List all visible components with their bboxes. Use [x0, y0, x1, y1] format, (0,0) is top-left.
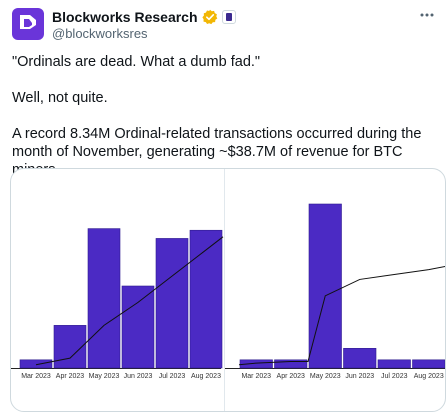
- verified-badge-icon: [201, 9, 217, 25]
- left-tick-label-1: Apr 2023: [56, 373, 85, 380]
- tweet-line: Well, not quite.: [12, 90, 108, 106]
- left-tick-label-5: Aug 2023: [191, 373, 221, 380]
- right-bar-4: [377, 359, 411, 369]
- right-tick-label-3: Jun 2023: [345, 373, 374, 380]
- avatar[interactable]: [12, 8, 44, 40]
- right-bar-2: [308, 203, 342, 369]
- right-tick-label-2: May 2023: [310, 373, 341, 380]
- right-bar-1: [274, 359, 308, 369]
- left-bar-3: [121, 285, 155, 369]
- chart-right[interactable]: Mar 2023 Apr 2023 May 2023 Jun 2023 Jul 2023…: [225, 169, 445, 411]
- chart-left-svg: Mar 2023 Apr 2023 May 2023 Jun 2023 Jul 2023…: [11, 228, 224, 380]
- right-bar-0: [239, 359, 273, 369]
- right-tick-label-0: Mar 2023: [241, 373, 271, 380]
- right-tick-label-1: Apr 2023: [277, 373, 306, 380]
- right-bar-5: [412, 359, 445, 369]
- left-tick-label-2: May 2023: [89, 373, 120, 380]
- left-tick-label-3: Jun 2023: [124, 373, 153, 380]
- tweet-quote: "Ordinals are dead. What a dumb fad.": [12, 54, 261, 70]
- left-trend-line: [35, 236, 224, 366]
- more-options-icon[interactable]: [416, 6, 438, 24]
- right-bar-3: [343, 348, 377, 369]
- chart-right-svg: Mar 2023 Apr 2023 May 2023 Jun 2023 Jul 2023…: [225, 203, 445, 380]
- left-bar-1: [53, 325, 87, 369]
- image-divider: [224, 169, 225, 411]
- blockworks-logo-icon: [20, 15, 36, 29]
- right-tick-label-4: Jul 2023: [381, 373, 408, 380]
- left-bar-5: [189, 229, 223, 369]
- left-tick-label-4: Jul 2023: [159, 373, 186, 380]
- handle[interactable]: @blockworksres: [52, 26, 148, 41]
- author-row: Blockworks Research: [52, 8, 236, 26]
- left-tick-label-0: Mar 2023: [21, 373, 51, 380]
- display-name[interactable]: Blockworks Research: [52, 9, 198, 25]
- media-attachment[interactable]: Mar 2023 Apr 2023 May 2023 Jun 2023 Jul 2023…: [10, 168, 446, 412]
- left-bar-0: [19, 359, 53, 369]
- right-trend-line: [238, 266, 445, 366]
- chart-left[interactable]: Mar 2023 Apr 2023 May 2023 Jun 2023 Jul 2023…: [11, 169, 224, 411]
- affiliate-badge-icon[interactable]: [221, 10, 236, 24]
- right-tick-label-5: Aug 2023: [414, 373, 444, 380]
- left-bar-2: [87, 228, 121, 369]
- left-bar-4: [155, 238, 189, 369]
